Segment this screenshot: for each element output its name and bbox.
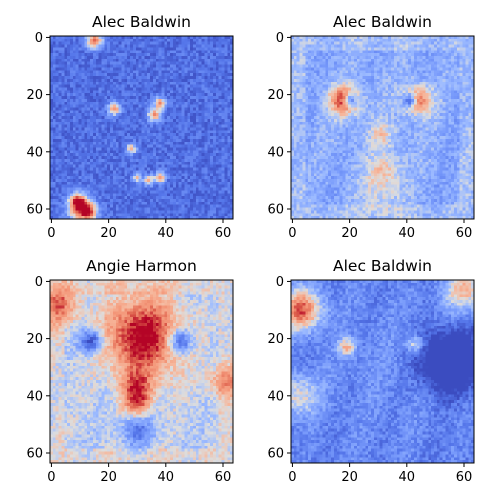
x-tick-label: 0 [288, 470, 296, 485]
x-tick-label: 40 [399, 226, 416, 241]
panel-title: Alec Baldwin [333, 13, 432, 31]
y-tick-label: 60 [267, 446, 284, 461]
y-tick-label: 60 [26, 446, 43, 461]
x-tick-label: 40 [158, 470, 175, 485]
x-tick-label: 20 [341, 226, 358, 241]
x-tick-label: 20 [100, 470, 117, 485]
x-tick-label: 0 [47, 226, 55, 241]
x-tick-label: 60 [215, 226, 232, 241]
axes-frame [290, 279, 475, 464]
panel-1: Alec Baldwin 0 20 40 60 0 20 40 60 [26, 13, 234, 241]
x-tick-label: 60 [215, 470, 232, 485]
x-tick-label: 20 [341, 470, 358, 485]
heatmap-image [50, 36, 233, 219]
y-tick-label: 20 [26, 88, 43, 103]
x-tick-label: 20 [100, 226, 117, 241]
panel-2: Alec Baldwin 0 20 40 60 0 20 40 60 [267, 13, 475, 241]
axes-frame [290, 35, 475, 220]
y-tick-label: 0 [276, 275, 284, 290]
y-tick-label: 20 [267, 88, 284, 103]
panel-4: Alec Baldwin 0 20 40 60 0 20 40 60 [267, 257, 475, 485]
x-tick-label: 0 [288, 226, 296, 241]
heatmap-image [291, 280, 474, 463]
x-tick-label: 60 [456, 226, 473, 241]
y-tick-label: 40 [267, 145, 284, 160]
x-tick-label: 40 [158, 226, 175, 241]
x-tick-label: 0 [47, 470, 55, 485]
y-tick-label: 20 [267, 332, 284, 347]
heatmap-image [291, 36, 474, 219]
heatmap-image [50, 280, 233, 463]
panel-title: Angie Harmon [86, 257, 197, 275]
panel-3: Angie Harmon 0 20 40 60 0 20 40 60 [26, 257, 234, 485]
panel-title: Alec Baldwin [333, 257, 432, 275]
y-tick-label: 60 [267, 202, 284, 217]
y-tick-label: 60 [26, 202, 43, 217]
y-tick-label: 0 [35, 31, 43, 46]
y-tick-label: 0 [35, 275, 43, 290]
panel-title: Alec Baldwin [92, 13, 191, 31]
y-tick-label: 40 [26, 145, 43, 160]
axes-frame [49, 35, 234, 220]
axes-frame [49, 279, 234, 464]
y-tick-label: 40 [26, 389, 43, 404]
y-tick-label: 20 [26, 332, 43, 347]
x-tick-label: 40 [399, 470, 416, 485]
y-tick-label: 0 [276, 31, 284, 46]
y-tick-label: 40 [267, 389, 284, 404]
x-tick-label: 60 [456, 470, 473, 485]
